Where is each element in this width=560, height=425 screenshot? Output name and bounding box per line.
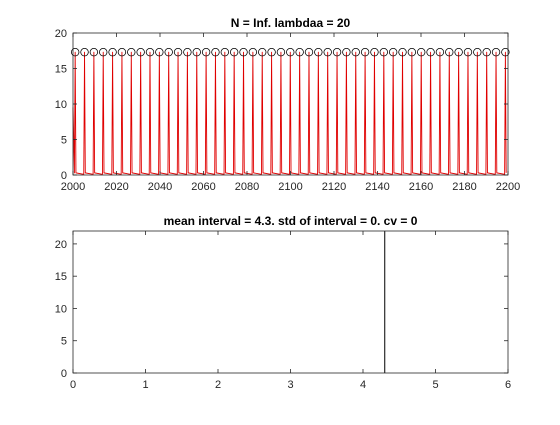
top-x-tick-label: 2020	[104, 181, 128, 193]
top-x-tick-label: 2080	[235, 181, 259, 193]
peak-marker	[295, 47, 304, 57]
top-x-tick-label: 2040	[148, 181, 172, 193]
peak-marker	[323, 47, 332, 57]
peak-marker	[258, 47, 267, 57]
peak-marker	[70, 47, 80, 57]
peak-marker	[473, 47, 482, 57]
top-y-tick-label: 20	[55, 28, 67, 40]
peak-marker	[267, 47, 276, 57]
top-y-tick-label: 15	[55, 64, 67, 76]
top-x-tick-label: 2120	[322, 181, 346, 193]
peak-marker	[248, 47, 258, 57]
peak-marker	[445, 47, 454, 57]
peak-marker	[370, 47, 379, 57]
bottom-y-tick-label: 15	[55, 271, 67, 283]
peak-marker	[286, 47, 295, 57]
bottom-x-tick-label: 3	[287, 379, 293, 391]
peak-marker	[342, 47, 351, 57]
peak-marker	[407, 47, 417, 57]
top-y-tick-label: 5	[61, 135, 67, 147]
peak-marker	[127, 47, 136, 57]
peak-marker	[491, 47, 501, 57]
peak-marker	[239, 47, 248, 57]
peak-marker	[89, 47, 99, 57]
peak-marker	[435, 47, 445, 57]
peak-marker	[276, 47, 286, 57]
peak-marker	[80, 47, 89, 57]
peak-marker	[220, 47, 230, 57]
top-x-tick-label: 2100	[278, 181, 302, 193]
peak-marker	[183, 47, 192, 57]
peak-marker	[351, 47, 360, 57]
peak-marker	[304, 47, 314, 57]
peak-marker	[426, 47, 435, 57]
peak-marker	[164, 47, 173, 57]
peak-marker	[463, 47, 473, 57]
bottom-y-tick-label: 20	[55, 239, 67, 251]
peak-marker	[99, 47, 108, 57]
peak-marker	[108, 47, 117, 57]
peak-marker	[117, 47, 127, 57]
peak-marker	[454, 47, 463, 57]
top-x-tick-label: 2060	[191, 181, 215, 193]
top-chart-title: N = Inf. lambdaa = 20	[231, 16, 351, 30]
top-y-tick-label: 0	[61, 170, 67, 182]
peak-marker	[155, 47, 164, 57]
bottom-panel: mean interval = 4.3. std of interval = 0…	[55, 214, 511, 391]
bottom-x-tick-label: 4	[360, 379, 366, 391]
bottom-x-tick-label: 5	[432, 379, 438, 391]
bottom-x-tick-label: 6	[505, 379, 511, 391]
peak-marker	[314, 47, 323, 57]
bottom-x-tick-label: 2	[215, 379, 221, 391]
top-y-tick-label: 10	[55, 99, 67, 111]
peak-marker	[398, 47, 407, 57]
top-x-tick-label: 2140	[365, 181, 389, 193]
top-axes: 2000 2020 2040 2060 2080 2100 2120 2140 2160 2180…	[55, 28, 520, 193]
bottom-y-tick-label: 10	[55, 303, 67, 315]
top-plot-area	[70, 47, 510, 175]
peak-marker	[501, 47, 510, 57]
peak-marker	[173, 47, 183, 57]
bottom-axes: 0 1 2 3 4 5 6 0 5 10 15 20	[55, 230, 511, 391]
bottom-chart-title: mean interval = 4.3. std of interval = 0…	[164, 214, 418, 228]
bottom-x-tick-label: 0	[70, 379, 76, 391]
peak-marker	[388, 47, 398, 57]
peak-marker	[360, 47, 370, 57]
spike-train-line	[72, 51, 507, 175]
peak-marker	[201, 47, 211, 57]
peak-marker	[229, 47, 239, 57]
bottom-x-tick-label: 1	[142, 379, 148, 391]
peak-marker	[211, 47, 220, 57]
peak-marker	[136, 47, 145, 57]
peak-marker	[417, 47, 426, 57]
peak-marker	[379, 47, 389, 57]
bottom-y-tick-label: 5	[61, 336, 67, 348]
top-panel: N = Inf. lambdaa = 20 2000 2020 2040 2060 20…	[55, 16, 520, 193]
top-x-tick-label: 2160	[409, 181, 433, 193]
bottom-axes-box	[72, 230, 509, 374]
peak-marker	[332, 47, 342, 57]
bottom-y-tick-label: 0	[61, 368, 67, 380]
peak-marker	[482, 47, 491, 57]
peak-marker	[192, 47, 201, 57]
top-x-tick-label: 2200	[496, 181, 520, 193]
top-x-tick-label: 2180	[452, 181, 476, 193]
top-x-tick-label: 2000	[61, 181, 85, 193]
peak-marker	[145, 47, 155, 57]
